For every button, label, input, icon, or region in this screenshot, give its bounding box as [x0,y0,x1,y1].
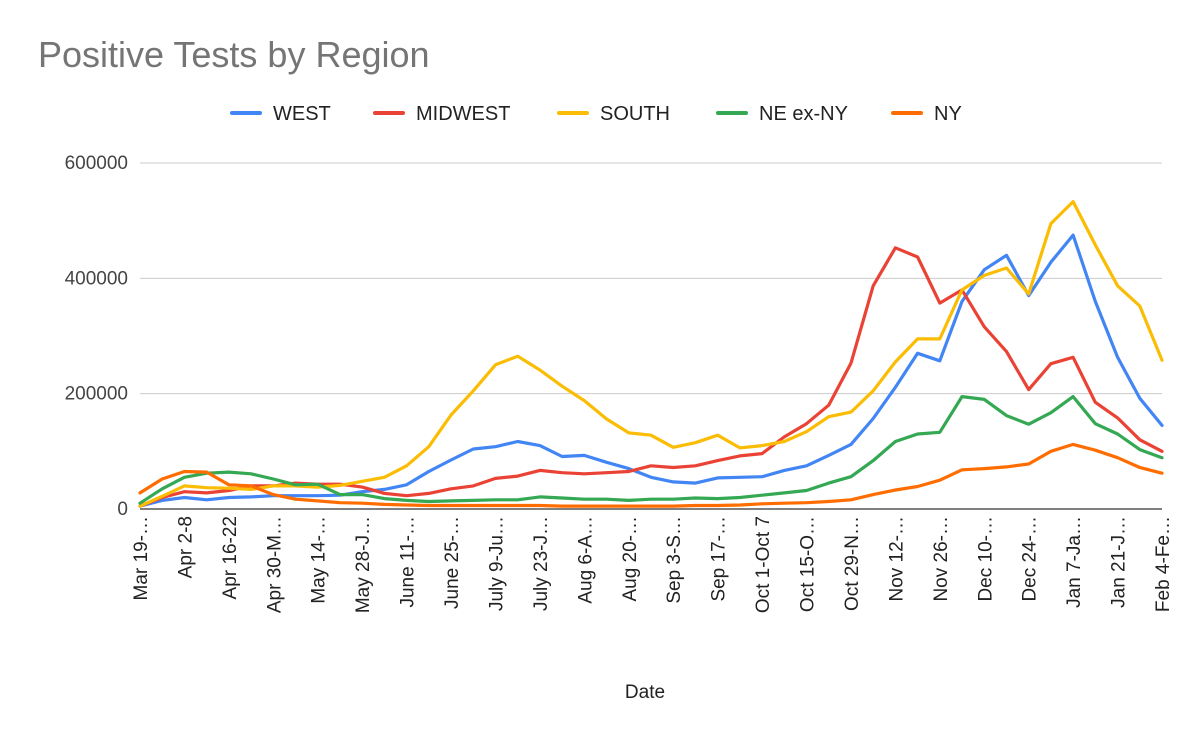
x-tick-label: May 14-… [309,516,330,604]
x-tick-label: Apr 16-22 [220,516,241,599]
series-line-west [138,233,1164,508]
x-tick-label: July 23-J… [531,516,552,611]
x-tick-label: Apr 2-8 [175,516,196,578]
x-tick-label: Nov 26-… [931,516,952,602]
x-tick-label: Mar 19-… [131,516,152,600]
legend-label: NY [934,103,962,125]
x-tick-label: Apr 30-M… [264,516,285,613]
x-tick-label: Dec 10-… [975,516,996,602]
x-tick-label: June 11-… [398,516,419,608]
legend-label: WEST [273,103,331,125]
chart-title: Positive Tests by Region [38,34,430,75]
legend-label: MIDWEST [416,103,510,125]
x-tick-label: Sep 3-S… [664,516,685,604]
x-tick-label: Dec 24-… [1020,516,1041,602]
series-line-south [138,200,1164,508]
x-tick-label: July 9-Ju… [486,516,507,611]
series-line-ne-ex-ny [138,395,1164,505]
series-line-ny [138,442,1164,508]
x-tick-label: Sep 17-… [709,516,730,602]
x-tick-label: Aug 6-A… [575,516,596,604]
x-axis-title: Date [625,682,665,703]
x-tick-label: June 25-… [442,516,463,609]
y-tick-label: 200000 [65,384,128,405]
x-tick-label: Feb 4-Fe… [1153,516,1174,612]
x-tick-label: Nov 12-… [886,516,907,602]
x-tick-label: Oct 1-Oct 7 [753,516,774,613]
y-tick-label: 600000 [65,153,128,174]
x-tick-label: Jan 21-J… [1109,516,1130,608]
legend-label: SOUTH [600,103,670,125]
x-tick-label: Jan 7-Ja… [1064,516,1085,608]
x-tick-label: Oct 29-N… [842,516,863,611]
x-tick-label: Oct 15-O… [798,516,819,612]
y-tick-label: 400000 [65,268,128,289]
x-tick-label: Aug 20-… [620,516,641,602]
y-tick-label: 0 [117,499,128,520]
legend-label: NE ex-NY [759,103,848,125]
x-tick-label: May 28-J… [353,516,374,613]
